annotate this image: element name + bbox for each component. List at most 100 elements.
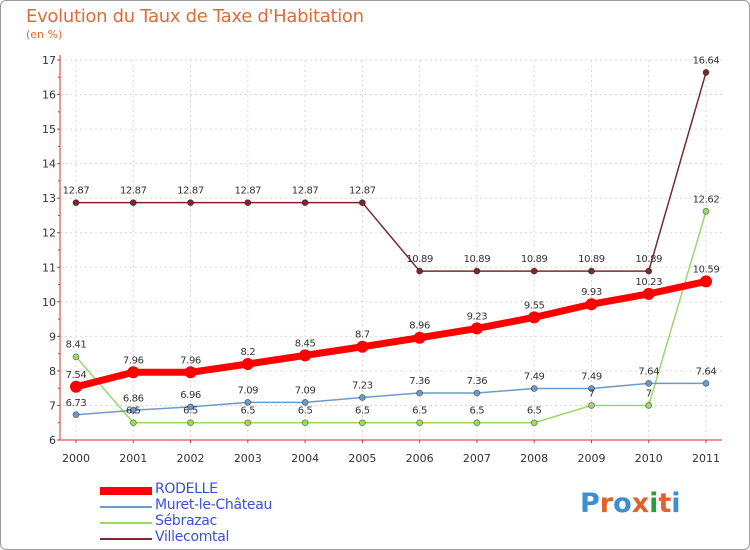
chart-title: Evolution du Taux de Taxe d'Habitation: [26, 6, 364, 27]
x-tick-label: 2003: [234, 452, 262, 465]
data-label: 10.89: [635, 254, 662, 265]
legend-swatch-rodelle: [100, 487, 152, 495]
series-line-1: [75, 382, 706, 416]
data-point: [358, 419, 366, 427]
data-label: 8.96: [409, 321, 430, 332]
legend-swatch-sebrazac: [100, 522, 152, 524]
data-point: [72, 199, 80, 207]
data-label: 6.73: [66, 398, 87, 409]
data-label: 7.49: [524, 372, 545, 383]
data-point: [473, 389, 481, 397]
data-point: [129, 199, 137, 207]
data-label: 8.7: [355, 330, 370, 341]
y-tick-label: 12: [42, 227, 56, 240]
data-label: 9.23: [467, 311, 488, 322]
x-tick-label: 2007: [463, 452, 491, 465]
data-point: [358, 394, 366, 401]
legend-swatch-villecomtal: [100, 538, 152, 540]
data-label: 7.09: [237, 385, 258, 396]
data-label: 6.5: [240, 406, 255, 417]
data-point: [416, 267, 424, 275]
data-point: [70, 380, 82, 393]
logo-letter: t: [658, 488, 672, 519]
x-tick-label: 2011: [692, 452, 720, 465]
data-label: 12.87: [63, 186, 90, 197]
y-tick-label: 10: [42, 296, 56, 309]
data-label: 7.36: [467, 376, 488, 387]
data-point: [301, 199, 309, 207]
data-label: 8.41: [66, 340, 87, 351]
logo-letter: i: [671, 488, 681, 519]
data-label: 7.36: [409, 376, 430, 387]
data-point: [528, 311, 541, 324]
data-point: [358, 199, 366, 207]
data-point: [244, 199, 252, 207]
x-tick-label: 2010: [635, 452, 663, 465]
data-point: [356, 340, 369, 353]
data-point: [413, 331, 426, 344]
data-label: 10.89: [578, 254, 605, 265]
data-label: 10.89: [464, 254, 491, 265]
data-point: [530, 419, 538, 427]
data-point: [129, 419, 137, 427]
data-label: 12.87: [349, 186, 376, 197]
data-label: 7.23: [352, 381, 373, 392]
x-tick-label: 2000: [62, 452, 90, 465]
data-label: 9.55: [524, 300, 545, 311]
data-label: 7: [588, 388, 594, 399]
data-label: 9.93: [581, 287, 602, 298]
data-label: 16.64: [693, 55, 720, 66]
y-tick-label: 13: [42, 192, 56, 205]
data-label: 7: [646, 388, 652, 399]
data-point: [473, 419, 481, 427]
legend-label-rodelle: RODELLE: [155, 481, 218, 497]
data-label: 6.5: [183, 406, 198, 417]
x-tick-label: 2006: [406, 452, 434, 465]
data-label: 6.5: [298, 406, 313, 417]
data-label: 7.64: [696, 366, 717, 377]
data-point: [187, 199, 194, 207]
data-label: 6.5: [527, 406, 542, 417]
data-label: 6.5: [412, 406, 427, 417]
data-label: 6.96: [180, 390, 201, 401]
data-point: [585, 298, 598, 311]
data-point: [645, 379, 653, 387]
logo-letter: x: [631, 488, 650, 519]
x-tick-label: 2009: [577, 452, 605, 465]
y-tick-label: 14: [42, 158, 56, 171]
y-tick-label: 11: [42, 261, 56, 274]
data-point: [588, 267, 595, 275]
chart-unit: (en %): [26, 28, 63, 41]
logo-letter: o: [613, 488, 632, 519]
data-point: [129, 406, 137, 414]
data-point: [642, 287, 655, 300]
data-point: [702, 69, 710, 76]
legend-label-villecomtal: Villecomtal: [155, 529, 230, 545]
data-label: 6.5: [470, 406, 485, 417]
y-tick-label: 7: [49, 399, 56, 412]
data-point: [127, 366, 140, 379]
x-tick-label: 2008: [520, 452, 548, 465]
data-label: 12.87: [177, 186, 204, 197]
legend-swatch-muret: [100, 506, 152, 508]
series-line-0: [75, 278, 707, 391]
data-label: 10.89: [406, 254, 433, 265]
data-label: 7.64: [638, 366, 659, 377]
data-point: [473, 267, 481, 275]
logo-letter: i: [649, 488, 659, 519]
data-label: 6.5: [355, 406, 370, 417]
data-point: [588, 385, 595, 392]
data-point: [588, 402, 595, 409]
data-point: [187, 403, 194, 411]
data-point: [241, 358, 254, 370]
data-label: 7.49: [581, 372, 602, 383]
data-label: 12.87: [292, 186, 319, 197]
data-label: 10.23: [635, 277, 662, 288]
data-point: [700, 275, 712, 288]
data-point: [72, 353, 80, 361]
data-point: [530, 385, 538, 392]
legend-label-sebrazac: Sébrazac: [155, 513, 217, 529]
series-line-2: [75, 211, 707, 424]
